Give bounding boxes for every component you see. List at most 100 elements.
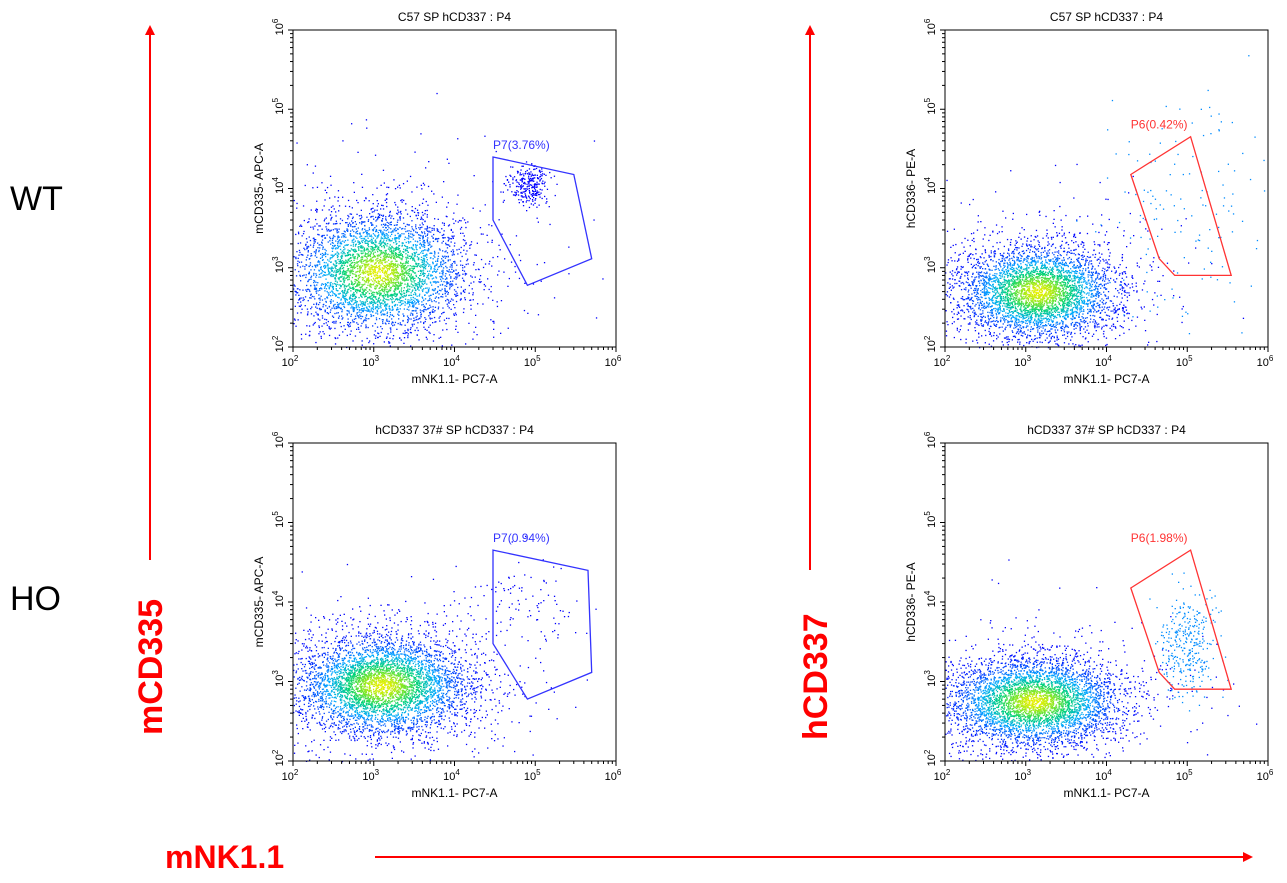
data-point bbox=[450, 298, 453, 300]
data-point bbox=[419, 247, 421, 249]
data-point bbox=[360, 218, 362, 220]
data-point bbox=[410, 327, 412, 329]
data-point bbox=[295, 290, 297, 293]
data-point bbox=[365, 309, 367, 312]
data-point bbox=[391, 299, 393, 301]
data-point bbox=[377, 251, 379, 253]
data-point bbox=[346, 299, 348, 301]
data-point bbox=[423, 244, 425, 246]
data-point bbox=[324, 266, 327, 269]
data-point bbox=[388, 222, 390, 224]
data-point bbox=[323, 333, 325, 335]
data-point bbox=[379, 276, 382, 278]
data-point bbox=[355, 317, 357, 320]
data-point bbox=[332, 292, 334, 294]
data-point bbox=[445, 273, 447, 275]
data-point bbox=[400, 210, 402, 213]
data-point bbox=[409, 255, 411, 257]
data-point bbox=[321, 252, 324, 255]
data-point bbox=[351, 123, 353, 125]
data-point bbox=[367, 277, 370, 279]
data-point bbox=[329, 328, 331, 330]
data-point bbox=[528, 172, 530, 174]
data-point bbox=[1008, 264, 1010, 266]
data-point bbox=[401, 272, 403, 274]
data-point bbox=[435, 271, 437, 273]
data-point bbox=[418, 257, 420, 259]
data-point bbox=[446, 281, 448, 283]
data-point bbox=[456, 203, 458, 205]
data-point bbox=[316, 186, 319, 188]
data-point bbox=[352, 295, 354, 298]
data-point bbox=[418, 300, 420, 302]
data-point bbox=[442, 293, 444, 295]
data-point bbox=[374, 297, 377, 299]
data-point bbox=[379, 299, 382, 301]
data-point bbox=[462, 232, 464, 234]
data-point bbox=[445, 281, 447, 283]
data-point bbox=[995, 312, 997, 315]
data-point bbox=[303, 247, 305, 249]
data-point bbox=[389, 235, 392, 237]
data-point bbox=[538, 183, 540, 185]
data-point bbox=[1076, 163, 1078, 166]
data-point bbox=[331, 273, 333, 275]
data-point bbox=[335, 240, 337, 242]
data-point bbox=[374, 240, 376, 242]
data-point bbox=[427, 307, 429, 310]
data-point bbox=[396, 304, 399, 306]
data-point bbox=[342, 302, 344, 304]
data-point bbox=[392, 298, 394, 300]
data-point bbox=[344, 270, 347, 273]
data-point bbox=[380, 262, 382, 264]
data-point bbox=[452, 236, 454, 238]
data-point bbox=[358, 255, 360, 257]
data-point bbox=[445, 323, 447, 325]
data-point bbox=[345, 254, 348, 257]
data-point bbox=[386, 270, 389, 272]
data-point bbox=[421, 283, 423, 285]
data-point bbox=[466, 250, 468, 252]
data-point bbox=[525, 161, 528, 163]
data-point bbox=[386, 308, 388, 310]
data-point bbox=[394, 292, 396, 294]
data-point bbox=[436, 230, 438, 232]
data-point bbox=[508, 181, 510, 183]
data-point bbox=[1126, 246, 1128, 248]
data-point bbox=[397, 247, 399, 249]
data-point bbox=[374, 245, 377, 247]
data-point bbox=[334, 260, 336, 262]
data-point bbox=[323, 266, 325, 268]
data-point bbox=[398, 238, 400, 240]
data-point bbox=[452, 218, 454, 220]
data-point bbox=[410, 230, 412, 233]
data-point bbox=[334, 196, 336, 198]
data-point bbox=[403, 337, 406, 339]
data-point bbox=[366, 232, 368, 234]
data-point bbox=[356, 199, 358, 202]
data-point bbox=[442, 329, 444, 331]
data-point bbox=[349, 260, 351, 262]
data-point bbox=[332, 288, 334, 290]
data-point bbox=[309, 330, 311, 333]
data-point bbox=[379, 290, 381, 292]
data-point bbox=[406, 290, 408, 293]
data-point bbox=[394, 230, 396, 232]
data-point bbox=[366, 337, 368, 340]
data-point bbox=[384, 243, 386, 245]
data-point bbox=[384, 301, 386, 303]
data-point bbox=[325, 222, 328, 225]
data-point bbox=[415, 307, 417, 309]
data-point bbox=[316, 264, 318, 266]
data-point bbox=[431, 235, 433, 237]
data-point bbox=[372, 280, 374, 282]
data-point bbox=[334, 278, 337, 280]
data-point bbox=[398, 298, 400, 300]
data-point bbox=[389, 239, 391, 242]
data-point bbox=[372, 284, 374, 286]
data-point bbox=[338, 297, 340, 299]
data-point bbox=[530, 203, 532, 205]
data-point bbox=[388, 263, 390, 265]
data-point bbox=[407, 289, 409, 291]
